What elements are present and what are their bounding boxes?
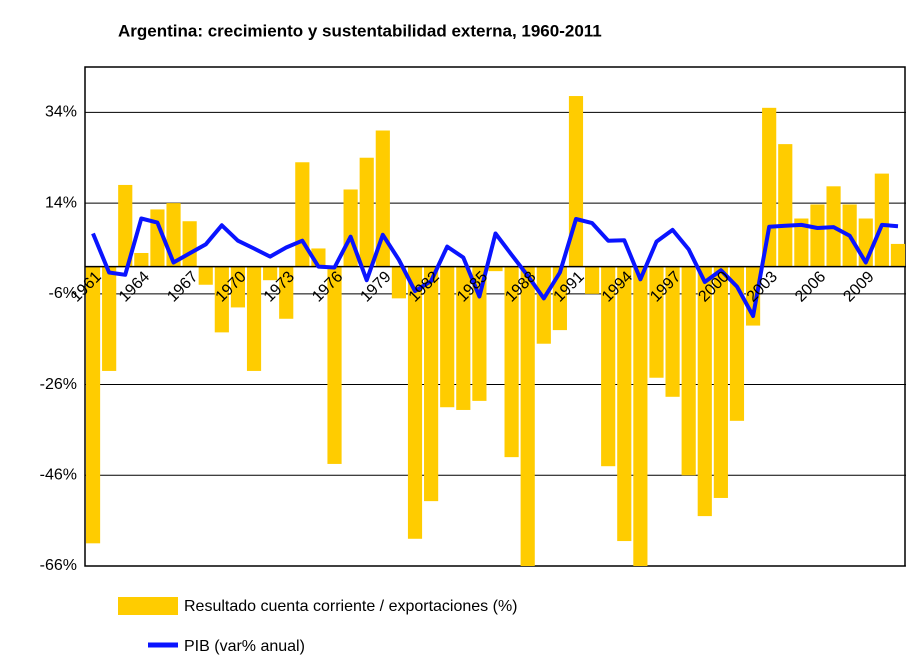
bar: [488, 266, 503, 272]
y-tick-label: 34%: [45, 104, 77, 121]
bar: [729, 266, 745, 421]
bar: [810, 204, 825, 267]
bar: [182, 221, 197, 267]
x-tick-label: 1967: [164, 268, 201, 305]
legend-label: Resultado cuenta corriente / exportacion…: [184, 598, 518, 615]
bar: [697, 266, 712, 517]
bar: [118, 184, 133, 267]
bar: [424, 266, 439, 502]
bar: [585, 266, 600, 294]
bar: [279, 266, 294, 319]
y-tick-label: -26%: [40, 376, 77, 393]
bar: [617, 266, 632, 542]
bar: [391, 266, 406, 299]
bar: [601, 266, 616, 467]
bar: [85, 266, 101, 544]
y-tick-label: 14%: [45, 194, 77, 211]
bar: [327, 266, 342, 464]
plot-border: [84, 66, 906, 567]
bar: [778, 144, 793, 267]
bar: [552, 266, 567, 331]
bar: [536, 266, 551, 344]
bar: [375, 130, 390, 267]
bar: [633, 266, 648, 566]
bar: [359, 157, 374, 267]
line: [91, 216, 899, 318]
bar: [681, 266, 696, 476]
bar: [166, 203, 181, 267]
bar: [246, 266, 262, 371]
bar: [890, 243, 906, 267]
bar: [762, 107, 777, 267]
bar: [665, 266, 680, 397]
bar: [520, 266, 535, 566]
bar: [794, 218, 809, 267]
y-tick-label: -66%: [40, 557, 77, 574]
bar: [198, 266, 213, 285]
legend-swatch: [118, 597, 178, 615]
bar: [472, 266, 487, 401]
bar: [214, 266, 229, 333]
bar: [874, 173, 889, 267]
bar: [407, 266, 423, 539]
bar: [713, 266, 728, 498]
bar: [102, 266, 117, 371]
bar: [440, 266, 455, 408]
legend-label: PIB (var% anual): [184, 638, 305, 655]
bar: [504, 266, 519, 458]
bar: [263, 266, 278, 281]
bar: [230, 266, 246, 308]
bar: [649, 266, 664, 378]
x-tick-label: 2009: [840, 268, 877, 305]
y-tick-label: -46%: [40, 466, 77, 483]
x-tick-label: 2006: [792, 268, 829, 305]
bar: [134, 252, 149, 267]
chart-title: Argentina: crecimiento y sustentabilidad…: [118, 21, 602, 40]
y-tick-label: -6%: [49, 285, 77, 302]
bar: [456, 266, 471, 410]
